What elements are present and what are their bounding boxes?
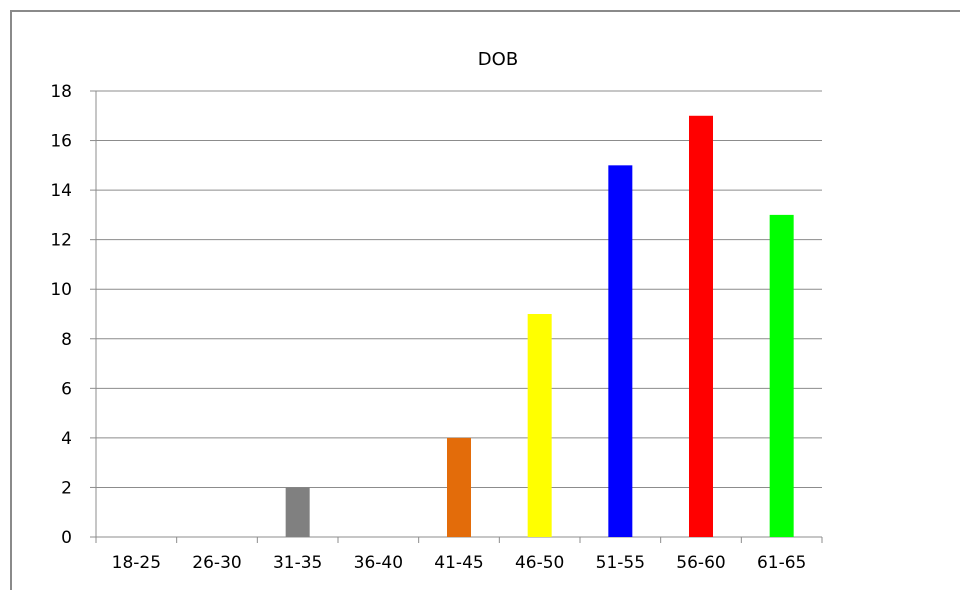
- y-tick-label: 8: [61, 330, 72, 350]
- gridlines: [96, 90, 822, 488]
- y-tick-label: 6: [61, 379, 72, 399]
- x-tick-label: 26-30: [192, 553, 241, 573]
- chart-title: DOB: [478, 49, 518, 70]
- y-tick-label: 4: [61, 429, 72, 449]
- bar-51-55: [608, 165, 633, 538]
- y-tick-label: 14: [50, 181, 72, 201]
- x-tick-label: 61-65: [757, 553, 806, 573]
- bars: [285, 115, 794, 538]
- bar-46-50: [527, 314, 552, 537]
- x-tick-label: 31-35: [273, 553, 322, 573]
- y-tick-label: 18: [50, 82, 72, 102]
- y-tick-label: 0: [61, 528, 72, 548]
- bar-41-45: [447, 437, 471, 537]
- bar-61-65: [769, 214, 794, 537]
- x-tick-label: 18-25: [112, 553, 161, 573]
- x-tick-label: 51-55: [596, 553, 645, 573]
- bar-56-60: [689, 115, 713, 538]
- y-tick-label: 10: [50, 280, 72, 300]
- chart-frame: [10, 10, 960, 590]
- y-tick-label: 12: [50, 231, 72, 251]
- x-tick-label: 36-40: [354, 553, 403, 573]
- y-tick-label: 16: [50, 132, 72, 152]
- x-tick-label: 56-60: [676, 553, 725, 573]
- x-tick-label: 41-45: [434, 553, 483, 573]
- y-tick-label: 2: [61, 478, 72, 498]
- x-axis: 18-25 26-30 31-35 36-40 41-45 46-50 51-55 56-60…: [95, 536, 823, 573]
- bar-31-35: [285, 487, 310, 537]
- y-axis: 0 2 4 6 8 10 12 14 16 18: [50, 82, 97, 548]
- x-tick-label: 46-50: [515, 553, 564, 573]
